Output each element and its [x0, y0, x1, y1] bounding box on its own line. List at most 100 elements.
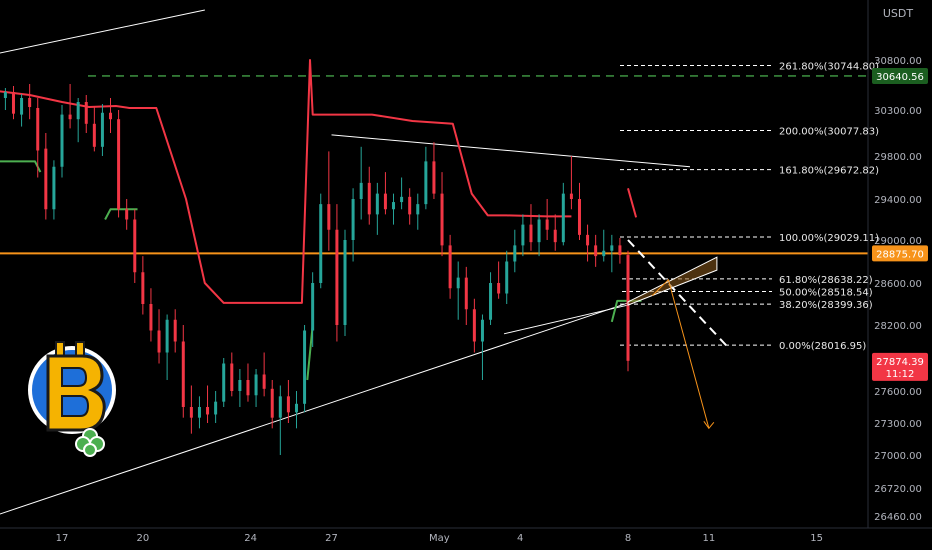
- candle-body: [117, 119, 121, 210]
- candle-body: [238, 380, 242, 391]
- fib-level-label: 261.80%(30744.80): [779, 62, 879, 73]
- time-tick-label: 27: [325, 533, 338, 544]
- projection-wedge[interactable]: [627, 256, 718, 306]
- candle-body: [448, 245, 452, 289]
- fib-level-label: 0.00%(28016.95): [779, 341, 866, 352]
- candle-body: [586, 234, 590, 246]
- price-tag-label: 30640.56: [876, 72, 924, 83]
- price-tick-label: 26460.00: [874, 512, 922, 523]
- overlay-layer[interactable]: [627, 239, 729, 430]
- time-tick-label: 24: [244, 533, 257, 544]
- candle-body: [294, 403, 298, 413]
- candle-body: [68, 114, 72, 120]
- price-axis[interactable]: 26460.00 26720.00 27000.00 27300.00 27600.00…: [874, 56, 922, 523]
- candle-body: [165, 319, 169, 353]
- candle-body: [84, 102, 88, 124]
- candle-body: [270, 388, 274, 418]
- candle-body: [319, 204, 323, 283]
- time-tick-label: 17: [56, 533, 69, 544]
- price-tick-label: 27300.00: [874, 419, 922, 430]
- candle-body: [456, 277, 460, 289]
- time-tick-label: 8: [625, 533, 631, 544]
- candle-body: [181, 341, 185, 407]
- candle-body: [189, 407, 193, 418]
- projection-arrowhead: [703, 421, 715, 430]
- price-tick-label: 27000.00: [874, 451, 922, 462]
- candle-body: [569, 193, 573, 199]
- fibonacci-labels: 261.80%(30744.80) 200.00%(30077.83) 161.80…: [779, 62, 879, 353]
- candle-body: [400, 196, 404, 203]
- candle-body: [92, 123, 96, 147]
- trend-line[interactable]: [0, 9, 205, 57]
- candle-body: [610, 245, 614, 251]
- candle-body: [262, 374, 266, 389]
- candle-body: [286, 396, 290, 413]
- price-tick-label: 27600.00: [874, 387, 922, 398]
- projection-arrow[interactable]: [651, 278, 710, 429]
- price-tick-label: 26720.00: [874, 484, 922, 495]
- supertrend-line: [306, 324, 314, 381]
- candle-body: [246, 380, 250, 396]
- candle-body: [440, 193, 444, 246]
- drawing-layer[interactable]: [0, 9, 868, 520]
- fib-level-label: 50.00%(28518.54): [779, 288, 873, 299]
- fib-level-label: 100.00%(29029.11): [779, 233, 879, 244]
- candle-body: [141, 272, 145, 304]
- fib-level-label: 161.80%(29672.82): [779, 166, 879, 177]
- candle-body: [157, 330, 161, 353]
- trend-line[interactable]: [331, 134, 691, 168]
- candle-body: [618, 245, 622, 256]
- candle-body: [521, 224, 525, 246]
- candle-body: [109, 112, 113, 120]
- price-tick-label: 28600.00: [874, 279, 922, 290]
- price-tick-label: 30800.00: [874, 56, 922, 67]
- time-tick-label: 4: [517, 533, 523, 544]
- candle-body: [214, 401, 218, 415]
- candle-body: [206, 407, 210, 415]
- price-tick-label: 29400.00: [874, 195, 922, 206]
- candle-body: [278, 396, 282, 418]
- time-tick-label: 20: [136, 533, 149, 544]
- candle-body: [545, 219, 549, 230]
- candle-body: [254, 374, 258, 396]
- candle-body: [408, 196, 412, 215]
- candle-body: [367, 182, 371, 215]
- candle-body: [529, 224, 533, 243]
- projection-dashed-line[interactable]: [627, 239, 729, 348]
- time-tick-label: 11: [702, 533, 715, 544]
- price-tick-label: 29800.00: [874, 152, 922, 163]
- candle-body: [149, 304, 153, 331]
- candle-body: [375, 193, 379, 215]
- candle-body: [480, 319, 484, 342]
- candle-body: [230, 363, 234, 391]
- candle-body: [311, 283, 315, 331]
- candle-body: [383, 193, 387, 210]
- supertrend-line: [627, 188, 638, 218]
- candle-body: [626, 255, 630, 361]
- price-tag-background: [872, 352, 928, 381]
- candle-body: [505, 261, 509, 294]
- candle-body: [28, 98, 32, 107]
- candle-body: [464, 277, 468, 310]
- candle-body: [497, 283, 501, 294]
- price-tick-label: 28200.00: [874, 321, 922, 332]
- candle-body: [303, 330, 307, 404]
- candle-body: [125, 209, 129, 220]
- bitcoin-mascot-logo: [28, 341, 116, 457]
- price-tag-background: [872, 67, 928, 84]
- supertrend-line: [0, 160, 42, 173]
- candle-body: [553, 229, 557, 243]
- price-tick-label: 30300.00: [874, 106, 922, 117]
- candle-body: [602, 250, 606, 257]
- candle-body: [11, 92, 15, 114]
- candle-body: [416, 204, 420, 215]
- trend-line[interactable]: [503, 304, 629, 335]
- time-axis[interactable]: 17 20 24 27 May 4 8 11 15: [56, 533, 823, 544]
- candle-body: [424, 161, 428, 205]
- candle-body: [489, 283, 493, 320]
- time-tick-label: 15: [810, 533, 823, 544]
- candle-body: [327, 204, 331, 230]
- candle-body: [343, 240, 347, 325]
